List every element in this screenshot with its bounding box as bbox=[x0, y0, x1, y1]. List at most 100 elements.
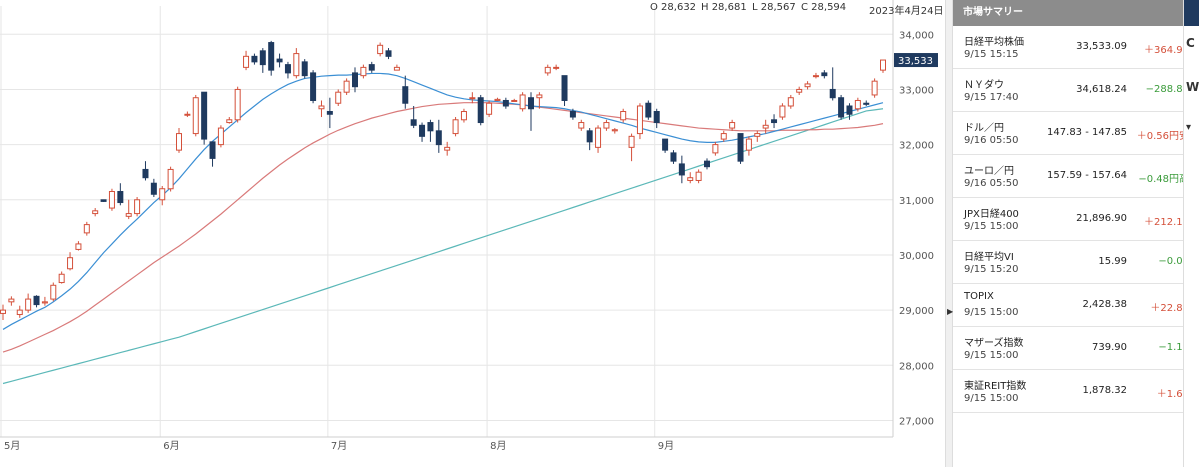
row-name[interactable]: ＮＹダウ bbox=[964, 80, 1004, 91]
candle-body bbox=[863, 102, 870, 105]
candle-body bbox=[125, 213, 132, 217]
summary-row[interactable]: 日経平均VI 9/15 15:20 15.99 −0.08 bbox=[953, 241, 1189, 284]
candle-body bbox=[846, 105, 853, 115]
panel-splitter[interactable]: ▶ bbox=[945, 0, 953, 467]
ma-line-blue bbox=[2, 72, 884, 330]
summary-row[interactable]: ＮＹダウ 9/15 17:40 34,618.24 −288.87 bbox=[953, 69, 1189, 112]
candle-body bbox=[737, 133, 744, 162]
candle-body bbox=[284, 64, 291, 74]
current-price-tag bbox=[894, 53, 938, 68]
row-name[interactable]: 日経平均VI bbox=[964, 252, 1014, 263]
row-name[interactable]: マザーズ指数 bbox=[964, 338, 1024, 349]
candle-body bbox=[184, 113, 191, 116]
y-tick-label: 31,000 bbox=[899, 196, 934, 207]
candle-body bbox=[779, 105, 786, 118]
candle-body bbox=[117, 191, 124, 204]
candle-body bbox=[821, 72, 828, 77]
candle-body bbox=[595, 127, 602, 148]
candle-body bbox=[611, 129, 618, 132]
x-tick-label: 7月 bbox=[331, 440, 347, 452]
candle-body bbox=[201, 91, 208, 140]
candle-body bbox=[787, 97, 794, 107]
candle-body bbox=[234, 88, 241, 121]
candle-body bbox=[729, 122, 736, 129]
row-name[interactable]: ドル／円 bbox=[964, 123, 1004, 134]
row-price: 15.99 bbox=[1098, 256, 1127, 267]
candle-body bbox=[293, 53, 300, 77]
candle-body bbox=[636, 105, 643, 135]
candle-body bbox=[687, 177, 694, 181]
ohlc-close: C 28,594 bbox=[801, 2, 847, 13]
summary-row[interactable]: JPX日経400 9/15 15:00 21,896.90 ＋212.10 bbox=[953, 198, 1189, 241]
candle-body bbox=[720, 133, 727, 140]
row-change: ＋0.56円安 bbox=[1136, 131, 1189, 142]
row-change: −1.14 bbox=[1158, 342, 1189, 353]
right-edge-strip: C W ▾ bbox=[1183, 0, 1199, 467]
candle-body bbox=[553, 66, 560, 69]
y-tick-label: 29,000 bbox=[899, 306, 934, 317]
candle-body bbox=[754, 133, 761, 137]
candle-body bbox=[871, 80, 878, 96]
row-name[interactable]: TOPIX bbox=[964, 291, 994, 302]
candle-body bbox=[150, 182, 157, 195]
candle-body bbox=[745, 138, 752, 151]
candle-body bbox=[33, 295, 40, 306]
summary-row[interactable]: 東証REIT指数 9/15 15:00 1,878.32 ＋1.69 bbox=[953, 370, 1189, 413]
candle-body bbox=[511, 99, 518, 102]
candlestick-chart[interactable]: 34,000 33,000 32,000 31,000 30,000 29,000 28,0… bbox=[0, 0, 945, 467]
candle-body bbox=[301, 61, 308, 77]
row-name[interactable]: 日経平均株価 bbox=[964, 37, 1024, 48]
candle-body bbox=[134, 199, 141, 215]
candle-body bbox=[393, 66, 400, 71]
row-change: ＋22.81 bbox=[1150, 303, 1189, 314]
candle-body bbox=[804, 83, 811, 88]
row-name[interactable]: 東証REIT指数 bbox=[964, 381, 1027, 392]
candle-body bbox=[16, 309, 23, 316]
summary-row[interactable]: ドル／円 9/16 05:50 147.83 - 147.85 ＋0.56円安 bbox=[953, 112, 1189, 155]
candle-body bbox=[385, 50, 392, 57]
row-change: ＋364.99 bbox=[1144, 45, 1189, 56]
y-tick-label: 32,000 bbox=[899, 141, 934, 152]
candle-body bbox=[704, 160, 710, 168]
candle-body bbox=[0, 309, 6, 314]
candle-body bbox=[58, 273, 65, 284]
row-price: 34,618.24 bbox=[1076, 84, 1127, 95]
candle-body bbox=[812, 75, 819, 78]
x-tick-label: 9月 bbox=[658, 440, 674, 452]
summary-row[interactable]: TOPIX 9/15 15:00 2,428.38 ＋22.81 bbox=[953, 284, 1189, 327]
summary-row[interactable]: 日経平均株価 9/15 15:15 33,533.09 ＋364.99 bbox=[953, 26, 1189, 69]
row-time: 9/15 15:00 bbox=[964, 221, 1019, 232]
candle-body bbox=[209, 141, 216, 159]
row-price: 21,896.90 bbox=[1076, 213, 1127, 224]
candle-body bbox=[50, 284, 57, 300]
collapse-arrow-icon[interactable]: ▶ bbox=[947, 307, 954, 316]
candle-body bbox=[410, 119, 417, 126]
candle-body bbox=[75, 243, 82, 250]
candle-body bbox=[377, 44, 384, 55]
candle-body bbox=[8, 298, 15, 303]
right-strip-header bbox=[1184, 0, 1199, 26]
candle-body bbox=[460, 111, 467, 121]
row-name[interactable]: ユーロ／円 bbox=[964, 166, 1014, 177]
summary-row[interactable]: マザーズ指数 9/15 15:00 739.90 −1.14 bbox=[953, 327, 1189, 370]
summary-row[interactable]: ユーロ／円 9/16 05:50 157.59 - 157.64 −0.48円高 bbox=[953, 155, 1189, 198]
candle-body bbox=[670, 152, 677, 162]
row-time: 9/16 05:50 bbox=[964, 135, 1019, 146]
candle-body bbox=[360, 66, 367, 77]
candle-body bbox=[796, 88, 803, 93]
candle-body bbox=[243, 55, 250, 68]
candle-body bbox=[829, 88, 836, 99]
row-time: 9/16 05:50 bbox=[964, 178, 1019, 189]
row-name[interactable]: JPX日経400 bbox=[964, 209, 1019, 220]
candle-body bbox=[628, 135, 635, 148]
candle-body bbox=[653, 111, 660, 124]
candle-body bbox=[762, 124, 769, 129]
candle-body bbox=[586, 130, 593, 143]
ma-line-teal bbox=[2, 108, 884, 385]
right-strip-chevron-icon[interactable]: ▾ bbox=[1186, 122, 1192, 133]
chart-area[interactable]: 34,000 33,000 32,000 31,000 30,000 29,000 28,0… bbox=[0, 0, 945, 467]
candle-body bbox=[854, 99, 861, 110]
row-change: −288.87 bbox=[1145, 84, 1189, 95]
y-tick-label: 34,000 bbox=[899, 30, 934, 41]
candle-body bbox=[159, 188, 166, 201]
